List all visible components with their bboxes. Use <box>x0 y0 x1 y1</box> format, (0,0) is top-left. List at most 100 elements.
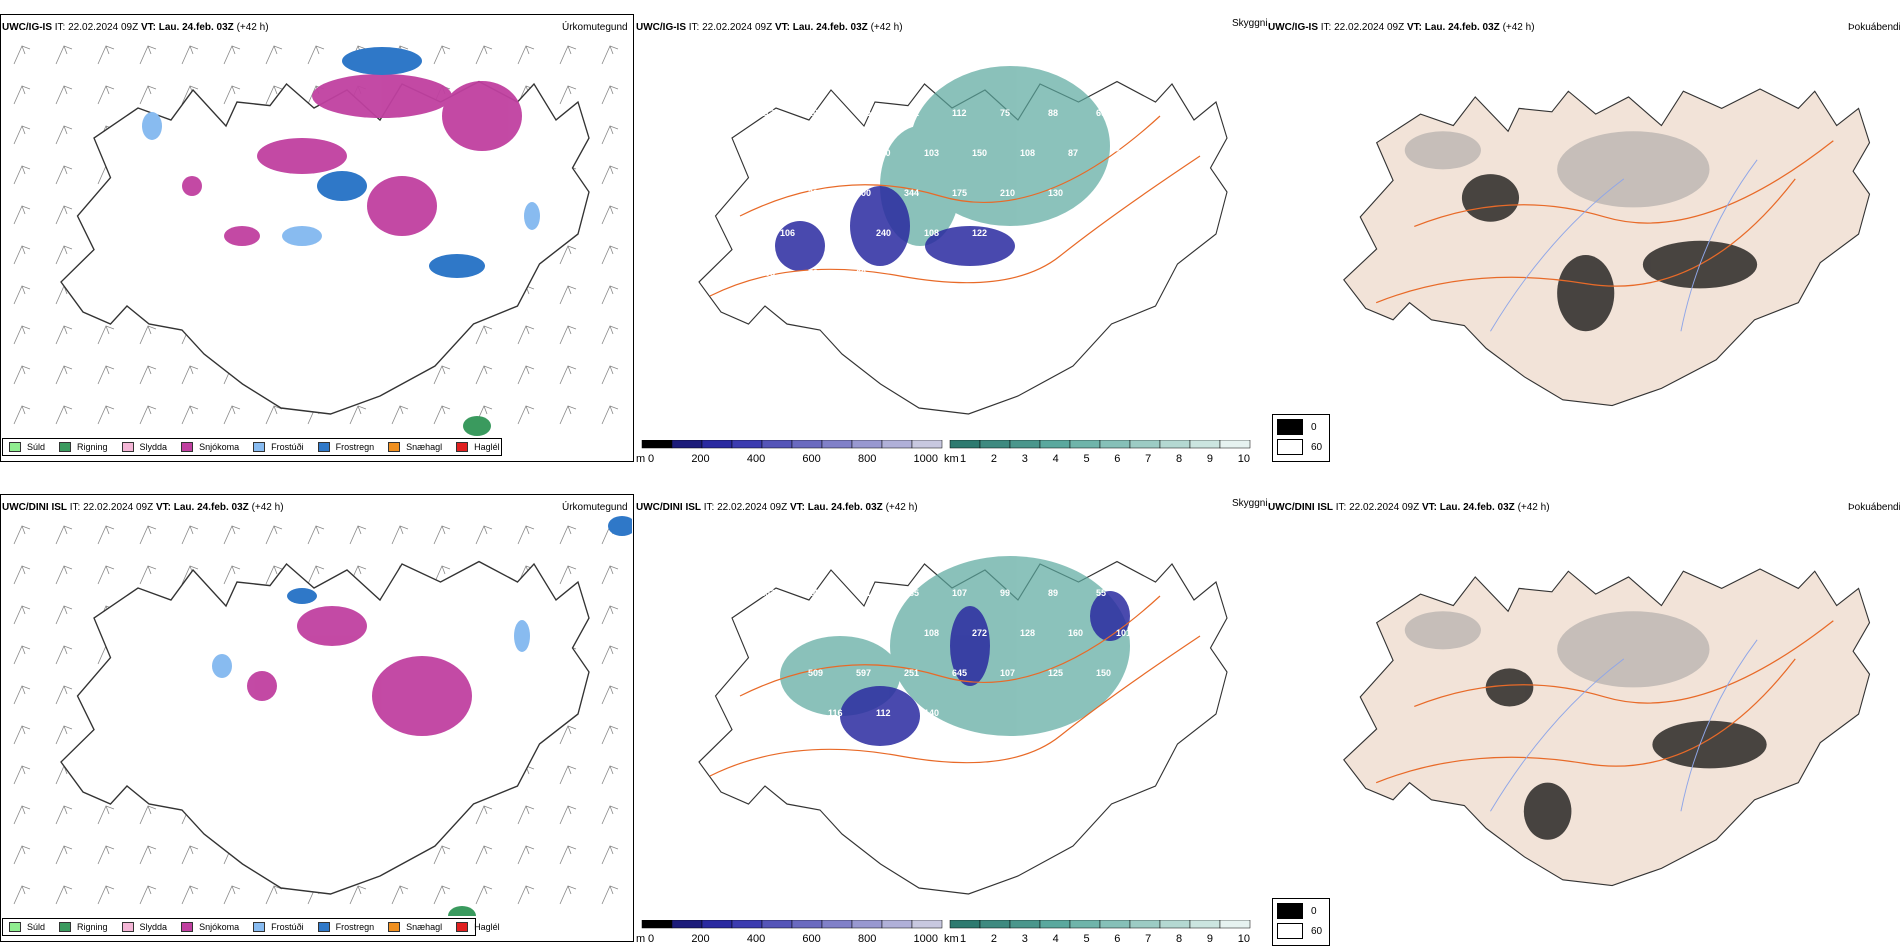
colorbar-cell <box>881 439 913 449</box>
legend-item: Frostregn <box>317 922 374 932</box>
legend-label: Súld <box>27 442 46 452</box>
colorbar-cell <box>1099 919 1131 929</box>
colorbar-tick: 1000 <box>913 933 938 945</box>
legend-swatch <box>317 922 330 932</box>
colorbar-cell <box>911 439 943 449</box>
ceiling-value-label: 41 <box>904 268 914 278</box>
fog-title-top: Þokuábendi <box>1848 22 1900 33</box>
ceiling-value-label: 251 <box>904 668 919 678</box>
colorbar-tick: 5 <box>1083 933 1090 945</box>
colorbar-cell <box>731 439 763 449</box>
ceiling-value-label: 270 <box>1116 148 1131 158</box>
colorbar-cell <box>1129 919 1161 929</box>
colorbar-cell <box>791 439 823 449</box>
colorbar-cell <box>1099 439 1131 449</box>
colorbar-tick: 0 <box>648 933 655 945</box>
fog-title-bottom: Þokuábendi <box>1848 502 1900 513</box>
precip-title-bottom: Úrkomutegund <box>562 502 628 513</box>
legend-swatch <box>253 442 266 452</box>
legend-swatch <box>388 442 401 452</box>
colorbar-tick: 9 <box>1206 933 1213 945</box>
colorbar-cell <box>949 919 981 929</box>
legend-label: Súld <box>27 922 46 932</box>
ceiling-value-label: 99 <box>1000 588 1010 598</box>
ceiling-value-label: 203 <box>760 588 775 598</box>
colorbar-cell <box>671 919 703 929</box>
colorbar-tick: 600 <box>802 933 821 945</box>
colorbar-tick: 4 <box>1052 453 1059 465</box>
colorbar-cell <box>761 439 793 449</box>
legend-swatch <box>59 922 72 932</box>
ceiling-value-label: 131 <box>856 588 871 598</box>
legend-swatch <box>181 922 194 932</box>
colorbar-cell <box>671 439 703 449</box>
colorbar-cell <box>641 439 673 449</box>
colorbar-cell <box>1009 919 1041 929</box>
ceiling-value-label: 103 <box>924 148 939 158</box>
legend-item: Rigning <box>59 922 108 932</box>
legend-swatch <box>9 922 21 932</box>
colorbar-tick: 2 <box>990 453 997 465</box>
vis-map-bottom: 203 149 131 285 107 99 89 55 66 183 188 108 272 128 16… <box>698 556 1228 895</box>
ceiling-value-label: 210 <box>1000 188 1015 198</box>
ceiling-value-label: 140 <box>924 708 939 718</box>
colorbar-cell <box>701 439 733 449</box>
colorbar-cell <box>1009 439 1041 449</box>
legend-label: Snjókoma <box>199 442 240 452</box>
ceiling-value-label: 99 <box>1096 268 1106 278</box>
colorbar-cell <box>1069 439 1101 449</box>
precip-map-bottom <box>2 516 632 916</box>
colorbar-cell <box>821 439 853 449</box>
colorbar-tick: 2 <box>990 933 997 945</box>
legend-swatch <box>9 442 21 452</box>
precip-title-top: Úrkomutegund <box>562 22 628 33</box>
legend-item: Snjókoma <box>181 922 239 932</box>
fog-header-bottom: UWC/DINI ISL IT: 22.02.2024 09Z VT: Lau.… <box>1268 502 1550 513</box>
vis-title-bottom: Skyggni <box>1232 498 1268 509</box>
ceiling-value-label: 110 <box>876 148 891 158</box>
ceiling-value-label: 80 <box>780 148 790 158</box>
ceiling-value-label: 105 <box>856 108 871 118</box>
ceiling-value-label: 62 <box>1048 268 1058 278</box>
ceiling-value-label: 108 <box>924 228 939 238</box>
legend-swatch <box>388 922 401 932</box>
colorbar-cell <box>821 919 853 929</box>
colorbar-tick: 3 <box>1021 453 1028 465</box>
colorbar-cell <box>791 919 823 929</box>
ceiling-value-label: 73 <box>808 268 818 278</box>
colorbar-tick: 3 <box>1021 933 1028 945</box>
ceiling-colorbar-top: m 0 200 400 600 800 1000 <box>636 439 946 465</box>
colorbar-cell <box>979 439 1011 449</box>
precip-panel-top <box>0 14 634 462</box>
colorbar-tick: 8 <box>1176 453 1183 465</box>
legend-item: Frostúði <box>253 922 304 932</box>
ceiling-value-label: 150 <box>972 148 987 158</box>
ceiling-value-label: 94 <box>760 668 770 678</box>
fog-map-bottom <box>1343 568 1871 887</box>
ceiling-value-label: 272 <box>972 628 987 638</box>
colorbar-tick: 5 <box>1083 453 1090 465</box>
colorbar-tick: 800 <box>857 453 877 465</box>
ceiling-value-label: 60 <box>856 268 866 278</box>
ceiling-value-label: 240 <box>876 228 891 238</box>
colorbar-tick: 7 <box>1145 453 1152 465</box>
legend-item: Snæhagl <box>388 442 442 452</box>
colorbar-tick: 6 <box>1114 933 1121 945</box>
ceiling-value-label: 116 <box>828 708 843 718</box>
colorbar-tick: 1 <box>960 933 967 945</box>
ceiling-value-label: 115 <box>828 148 843 158</box>
legend-swatch <box>456 442 469 452</box>
legend-item: Frostúði <box>253 442 304 452</box>
legend-label: Slydda <box>139 922 168 932</box>
precip-map-top <box>2 36 632 436</box>
ceiling-value-label: 645 <box>952 668 967 678</box>
colorbar-tick: 8 <box>1176 933 1183 945</box>
colorbar-cell <box>1159 439 1191 449</box>
ceiling-value-label: 102 <box>904 108 919 118</box>
ceiling-value-label: 100 <box>808 108 823 118</box>
fog-legend-bottom: 0 60 <box>1272 898 1330 946</box>
legend-item: Slydda <box>121 922 168 932</box>
ceiling-value-label: 140 <box>760 188 775 198</box>
legend-label: Snæhagl <box>406 922 443 932</box>
legend-swatch <box>121 922 134 932</box>
